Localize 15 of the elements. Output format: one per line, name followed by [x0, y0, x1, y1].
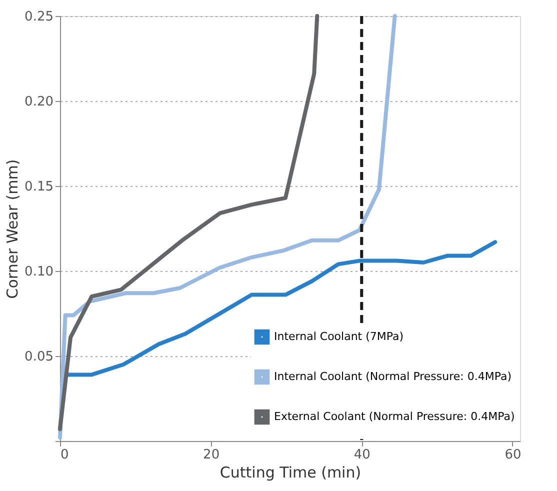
x-tick-label: 0 [60, 448, 69, 462]
y-tick-label: 0.15 [24, 180, 54, 194]
x-tick-label: 60 [504, 448, 522, 462]
x-axis-title: Cutting Time (min) [220, 464, 362, 482]
line-series [58, 14, 320, 432]
x-tick-label: 40 [354, 448, 370, 462]
legend-label: External Coolant (Normal Pressure: 0.4MPa) [274, 410, 515, 423]
legend-label: Internal Coolant (7MPa) [274, 330, 404, 343]
y-tick-label: 0.05 [24, 350, 54, 364]
y-tick-label: 0.25 [24, 10, 54, 24]
y-axis-title: Corner Wear (mm) [4, 159, 22, 299]
y-tick-label: 0.10 [24, 264, 54, 280]
y-tick-label: 0.20 [24, 94, 54, 110]
legend-label: Internal Coolant (Normal Pressure: 0.4MPa) [274, 370, 512, 383]
x-tick-label: 20 [203, 448, 220, 462]
